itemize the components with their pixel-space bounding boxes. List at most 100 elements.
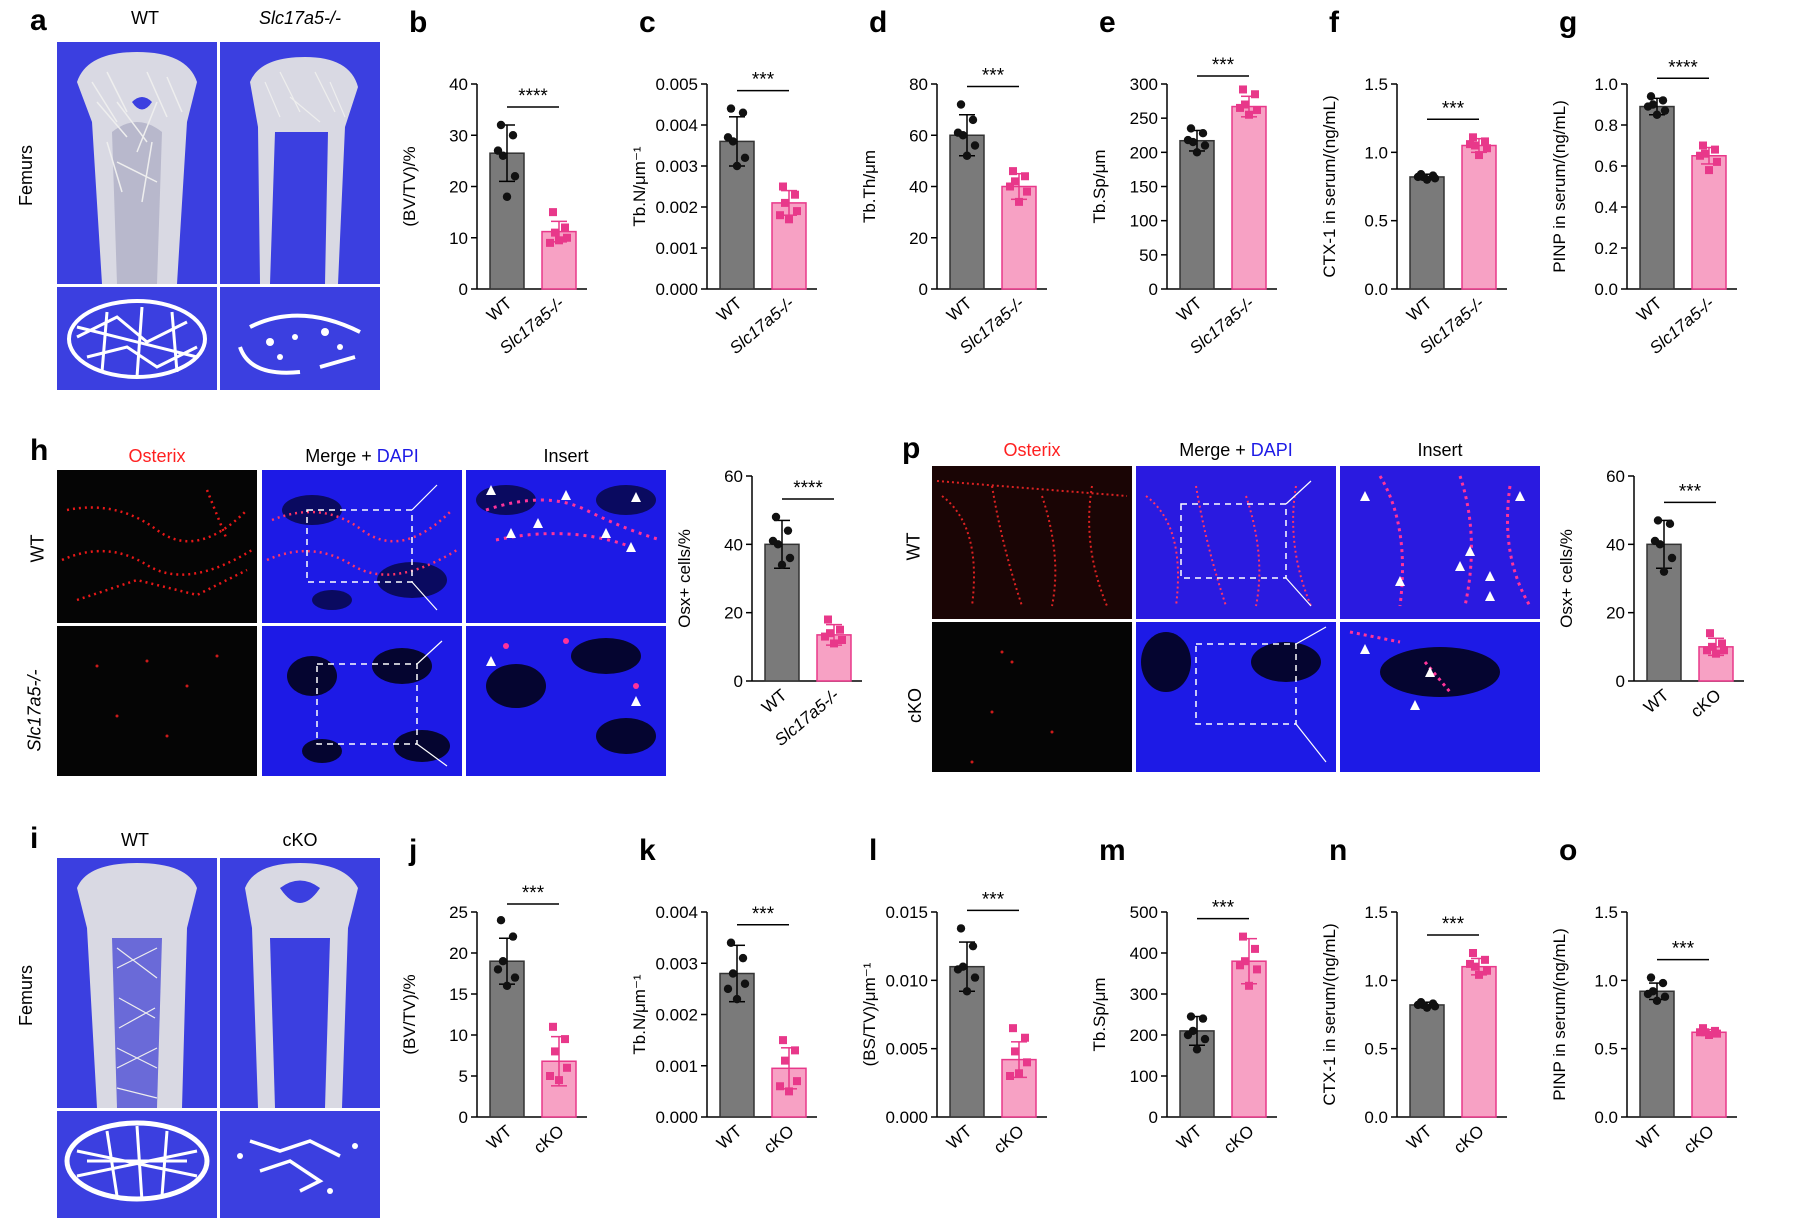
data-point-ko	[1009, 1024, 1017, 1033]
data-point-wt	[783, 526, 793, 535]
data-point-wt	[738, 108, 748, 117]
y-tick-label: 0.000	[655, 1108, 698, 1127]
x-tick-label: WT	[483, 294, 515, 326]
panel-letter-l: l	[869, 834, 877, 867]
data-point-wt	[1653, 516, 1663, 525]
data-point-ko	[1009, 167, 1017, 176]
p-wt-merge-render	[1145, 480, 1312, 607]
y-axis-label: PINP in serum/(ng/mL)	[1550, 928, 1569, 1101]
ko-label-text: Slc17a5-/-	[258, 8, 342, 28]
microct-femur-wt	[57, 42, 217, 284]
p-cko-merge	[1136, 622, 1336, 772]
y-tick-label: 0	[734, 672, 743, 691]
panel-letter-c: c	[639, 6, 656, 39]
microct-cross-i-cko	[220, 1111, 380, 1218]
data-point-ko	[1021, 1033, 1029, 1042]
data-point-wt	[510, 973, 520, 982]
data-point-ko	[1718, 639, 1726, 648]
bar-wt	[1639, 990, 1675, 1118]
p-cko-osterix	[932, 622, 1132, 772]
data-point-ko	[561, 1035, 569, 1044]
significance-label: ***	[752, 904, 775, 925]
data-point-ko	[1015, 1069, 1023, 1078]
y-tick-label: 60	[1606, 467, 1625, 486]
y-tick-label: 80	[909, 75, 928, 94]
femur-ko-render	[250, 57, 358, 284]
x-tick-label: WT	[1403, 1122, 1435, 1154]
x-tick-label: cKO	[530, 1122, 568, 1158]
y-axis-label: PINP in serum/(ng/mL)	[1550, 100, 1569, 273]
y-tick-label: 0.5	[1594, 1040, 1618, 1059]
y-tick-label: 25	[449, 903, 468, 922]
microct-femur-i-cko	[220, 858, 380, 1108]
data-point-wt	[1658, 96, 1668, 105]
p-cko-merge-render	[1141, 626, 1327, 763]
data-point-ko	[1712, 649, 1720, 658]
data-point-wt	[740, 153, 750, 162]
chart-svg-p_chart: Osx+ cells/% 0 20 40 60 WT cKO ***	[1557, 467, 1744, 722]
y-tick-label: 0	[1149, 1108, 1158, 1127]
significance-label: ***	[1212, 898, 1235, 919]
y-axis-label: (BV/TV)/%	[400, 146, 419, 226]
chart-svg-n: n CTX-1 in serum/(ng/mL) 0.0 0.5 1.0 1.5 WT cKO…	[1320, 834, 1507, 1157]
cross-i-wt-render	[64, 1120, 210, 1202]
y-tick-label: 400	[1130, 944, 1158, 963]
y-tick-label: 0.0	[1364, 1108, 1388, 1127]
x-tick-label: WT	[758, 686, 790, 718]
y-tick-label: 0.000	[655, 280, 698, 299]
p-col-osterix: Osterix	[1003, 440, 1061, 460]
data-point-wt	[953, 128, 963, 137]
data-point-ko	[555, 1076, 563, 1085]
y-tick-label: 40	[449, 75, 468, 94]
data-point-wt	[723, 133, 733, 142]
data-point-wt	[771, 512, 781, 522]
data-point-ko	[1706, 629, 1714, 638]
y-axis-label: (BS/TV)/μm⁻¹	[860, 962, 879, 1066]
data-point-ko	[1015, 197, 1023, 206]
p-merge-dapi: DAPI	[1250, 440, 1293, 460]
data-point-ko	[1241, 100, 1249, 109]
data-point-wt	[723, 984, 733, 994]
p-merge-prefix: Merge +	[1179, 440, 1251, 460]
y-tick-label: 200	[1130, 1026, 1158, 1045]
data-point-ko	[1483, 966, 1491, 975]
y-tick-label: 0.2	[1594, 239, 1618, 258]
data-point-wt	[496, 916, 506, 925]
y-tick-label: 0.003	[655, 954, 698, 973]
x-tick-label: cKO	[1687, 686, 1725, 722]
data-point-wt	[738, 953, 748, 963]
panel-letter-a: a	[30, 4, 47, 37]
y-tick-label: 150	[1130, 178, 1158, 197]
microct-femur-i-wt	[57, 858, 217, 1108]
data-point-ko	[1696, 151, 1704, 160]
data-point-wt	[1200, 141, 1210, 150]
data-point-ko	[791, 190, 799, 199]
data-point-ko	[1253, 965, 1261, 974]
data-point-ko	[1481, 137, 1489, 146]
data-point-wt	[510, 172, 520, 181]
data-point-wt	[1413, 1000, 1423, 1010]
p-cko-insert-render	[1349, 630, 1500, 710]
y-tick-label: 1.0	[1364, 971, 1388, 990]
y-tick-label: 0	[1149, 280, 1158, 299]
data-point-ko	[1236, 103, 1244, 112]
chart-svg-k: k Tb.N/μm⁻¹ 0.000 0.001 0.002 0.003 0.004 WT cKO…	[630, 834, 817, 1157]
data-point-ko	[1251, 90, 1259, 99]
data-point-ko	[1713, 1029, 1721, 1038]
i-col-wt: WT	[121, 830, 149, 850]
data-point-ko	[1239, 85, 1247, 94]
data-point-wt	[1183, 135, 1193, 145]
data-point-ko	[1023, 1058, 1031, 1067]
chart-svg-g: g PINP in serum/(ng/mL) 0.0 0.2 0.4 0.6 0.8 1.0…	[1550, 6, 1737, 358]
p-wt-insert	[1340, 466, 1540, 619]
data-point-wt	[1422, 1003, 1432, 1012]
y-tick-label: 60	[909, 126, 928, 145]
row-label-femurs: Femurs	[16, 144, 37, 207]
data-point-wt	[777, 560, 787, 570]
data-point-ko	[1475, 151, 1483, 160]
data-point-ko	[781, 1056, 789, 1065]
x-tick-label: WT	[1640, 686, 1672, 718]
data-point-wt	[493, 965, 503, 974]
y-tick-label: 0.0	[1594, 280, 1618, 299]
p-cko-insert	[1340, 622, 1540, 772]
